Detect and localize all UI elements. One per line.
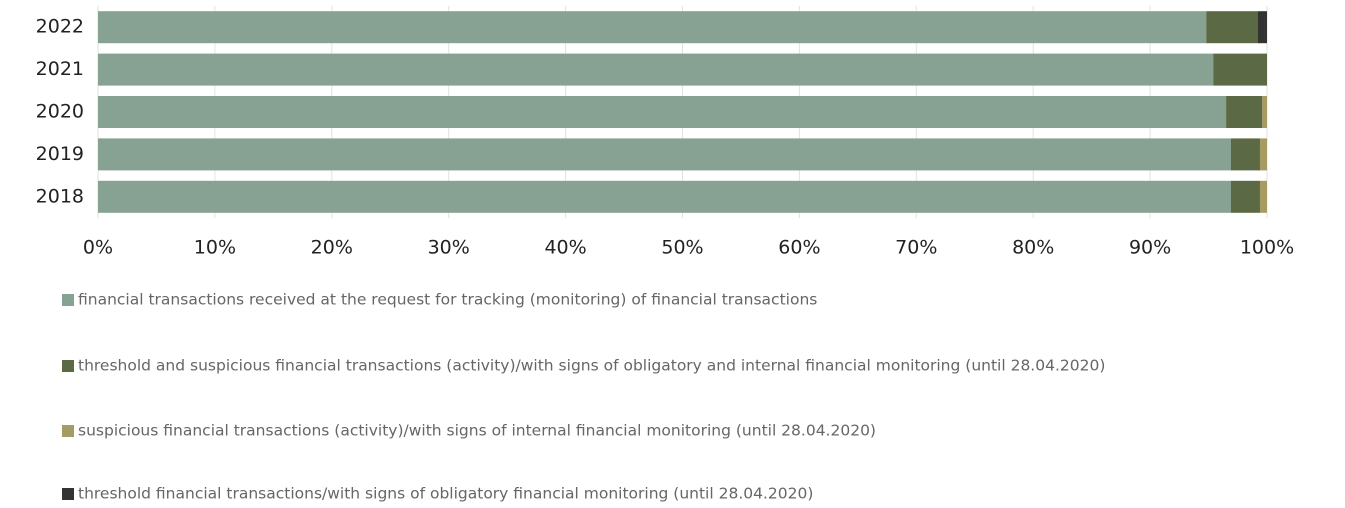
bar-segment (1213, 53, 1267, 86)
bar-segment (1206, 11, 1258, 44)
bar-segment (1262, 96, 1267, 128)
bar-segment (1230, 180, 1260, 213)
legend-label: threshold financial transactions/with si… (78, 485, 813, 503)
x-tick-label: 60% (778, 237, 820, 259)
bar-segment (1259, 138, 1267, 171)
x-tick-label: 100% (1240, 237, 1294, 259)
legend-label: suspicious financial transactions (activ… (78, 422, 876, 440)
x-tick-label: 70% (895, 237, 937, 259)
legend-label: threshold and suspicious financial trans… (78, 357, 1105, 375)
x-tick-label: 20% (311, 237, 353, 259)
x-tick-label: 0% (83, 237, 113, 259)
y-tick-label: 2019 (36, 143, 84, 165)
bar-segment (98, 96, 1227, 128)
legend-swatch (62, 488, 74, 500)
x-tick-label: 90% (1129, 237, 1171, 259)
legend-swatch (62, 425, 74, 437)
bar-segment (98, 180, 1231, 213)
y-tick-label: 2020 (36, 101, 84, 123)
bar-segment (1257, 11, 1267, 44)
x-tick-label: 50% (661, 237, 703, 259)
y-tick-label: 2021 (36, 58, 84, 80)
bar-segment (98, 53, 1214, 86)
x-tick-label: 40% (544, 237, 586, 259)
legend-swatch (62, 294, 74, 306)
bar-segment (98, 11, 1207, 44)
bar-segment (1230, 138, 1260, 171)
bar-segment (1226, 96, 1263, 128)
bar-segment (1259, 180, 1267, 213)
bar-segment (98, 138, 1231, 171)
x-tick-label: 30% (428, 237, 470, 259)
legend-label: financial transactions received at the r… (78, 291, 817, 309)
y-tick-label: 2018 (36, 185, 84, 207)
x-tick-label: 10% (194, 237, 236, 259)
y-tick-label: 2022 (36, 16, 84, 38)
legend-swatch (62, 360, 74, 372)
x-tick-label: 80% (1012, 237, 1054, 259)
